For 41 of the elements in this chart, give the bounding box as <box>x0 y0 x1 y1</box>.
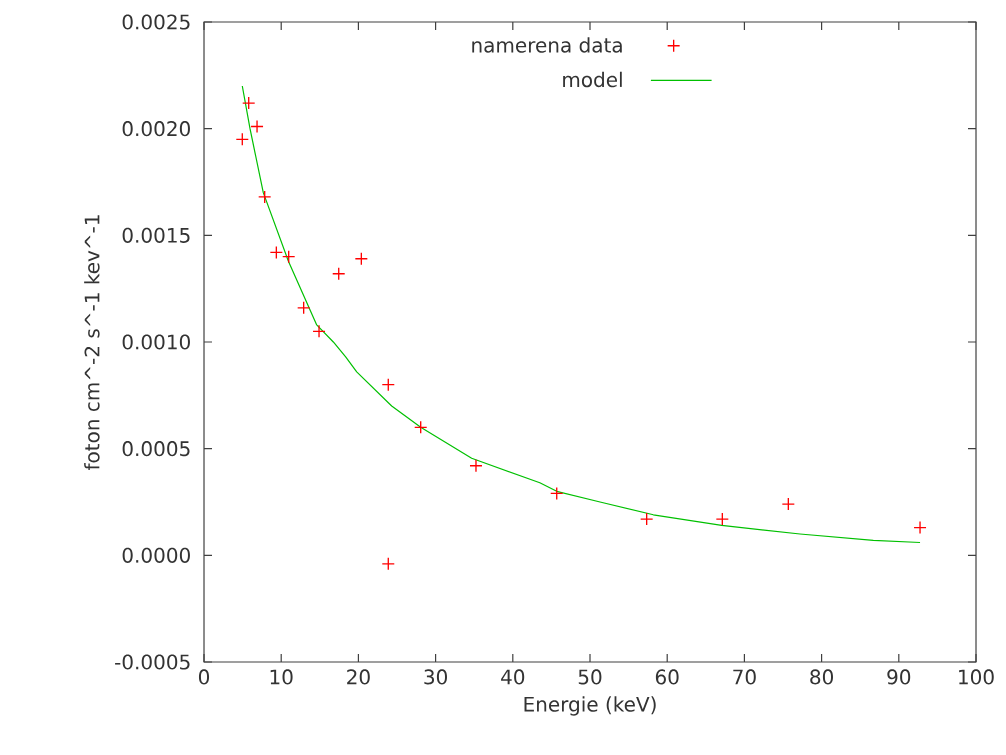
x-tick-label: 40 <box>501 669 525 685</box>
x-tick-label: 80 <box>810 669 833 685</box>
x-tick-label: 60 <box>655 669 679 685</box>
point <box>640 512 654 526</box>
y-axis-title: foton cm^-2 s^-1 kev^-1 <box>84 215 100 471</box>
point <box>715 512 729 526</box>
point <box>381 557 395 571</box>
point <box>258 190 272 204</box>
point <box>913 520 927 535</box>
point <box>414 420 428 434</box>
y-tick-label: 0.0025 <box>122 14 190 30</box>
x-tick-label: 30 <box>424 669 447 685</box>
y-tick-label: 0.0000 <box>122 547 190 563</box>
point <box>332 267 346 281</box>
x-axis-title: Energie (keV) <box>524 696 656 716</box>
y-tick-label: 0.0010 <box>122 334 190 350</box>
point <box>312 324 326 338</box>
y-tick-label: 0.0020 <box>122 121 190 137</box>
point <box>282 249 296 264</box>
point <box>781 497 795 511</box>
x-tick-label: 0 <box>198 669 210 685</box>
x-tick-label: 20 <box>347 669 370 685</box>
x-tick-label: 10 <box>270 669 293 685</box>
legend-label: model <box>563 71 622 88</box>
point <box>550 486 564 501</box>
point <box>269 245 284 260</box>
point <box>250 119 264 134</box>
x-tick-label: 70 <box>733 669 756 685</box>
y-tick-label: 0.0005 <box>122 441 190 457</box>
x-tick-label: 100 <box>959 669 994 685</box>
point <box>469 459 483 473</box>
y-tick-label: -0.0005 <box>115 654 190 670</box>
x-tick-label: 90 <box>887 669 911 685</box>
point <box>235 132 249 146</box>
point <box>354 252 369 266</box>
legend-label: namerena data <box>472 37 622 53</box>
point <box>297 301 311 315</box>
y-tick-label: 0.0015 <box>122 227 190 243</box>
point <box>242 96 256 110</box>
point <box>381 377 395 392</box>
x-tick-label: 50 <box>578 669 602 685</box>
